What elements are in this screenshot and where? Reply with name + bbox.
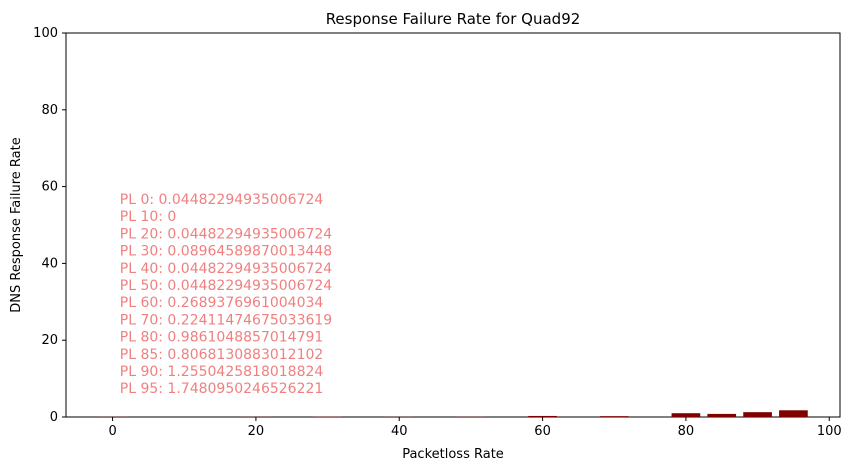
bars-layer xyxy=(98,410,808,417)
y-tick-label-20: 20 xyxy=(41,333,58,348)
y-tick-label-100: 100 xyxy=(33,26,58,41)
annotation-line: PL 60: 0.2689376961004034 xyxy=(120,295,324,311)
x-tick-label-80: 80 xyxy=(678,424,695,439)
annotation-line: PL 85: 0.8068130883012102 xyxy=(120,347,324,363)
annotation-line: PL 50: 0.04482294935006724 xyxy=(120,278,333,294)
annotation-line: PL 0: 0.04482294935006724 xyxy=(120,192,324,208)
chart-title: Response Failure Rate for Quad92 xyxy=(326,10,581,28)
bar-pl-85 xyxy=(707,413,737,417)
y-tick-label-0: 0 xyxy=(50,410,58,425)
y-tick-label-60: 60 xyxy=(41,180,58,195)
x-tick-label-60: 60 xyxy=(534,424,551,439)
annotation-line: PL 80: 0.9861048857014791 xyxy=(120,330,324,346)
x-tick-label-100: 100 xyxy=(817,424,842,439)
annotation-line: PL 40: 0.04482294935006724 xyxy=(120,261,333,277)
x-tick-label-20: 20 xyxy=(248,424,265,439)
bar-pl-80 xyxy=(671,413,701,417)
y-ticks-layer: 0 20 40 60 80 100 xyxy=(33,26,66,425)
annotation-line: PL 10: 0 xyxy=(120,209,177,225)
y-tick-label-40: 40 xyxy=(41,256,58,271)
annotation-line: PL 70: 0.22411474675033619 xyxy=(120,312,332,328)
x-tick-label-40: 40 xyxy=(391,424,408,439)
plot-frame xyxy=(65,32,841,418)
x-axis-title: Packetloss Rate xyxy=(402,447,504,462)
y-axis-title: DNS Response Failure Rate xyxy=(9,137,24,312)
bar-pl-95 xyxy=(779,410,808,417)
x-ticks-layer: 0 20 40 60 80 100 xyxy=(108,417,842,439)
plot-area: 0 20 40 60 80 100 0 20 40 60 80 100 PL 0: 0.044822… xyxy=(33,26,841,439)
bar-pl-60 xyxy=(528,415,557,417)
bar-pl-90 xyxy=(743,412,772,417)
annotation-line: PL 90: 1.2550425818018824 xyxy=(120,364,324,380)
annotation-line: PL 95: 1.7480950246526221 xyxy=(120,381,324,397)
x-tick-label-0: 0 xyxy=(108,424,116,439)
annotation-line: PL 30: 0.08964589870013448 xyxy=(120,244,332,260)
y-tick-label-80: 80 xyxy=(41,103,58,118)
bar-pl-70 xyxy=(599,416,629,417)
annotation-line: PL 20: 0.04482294935006724 xyxy=(120,226,333,242)
